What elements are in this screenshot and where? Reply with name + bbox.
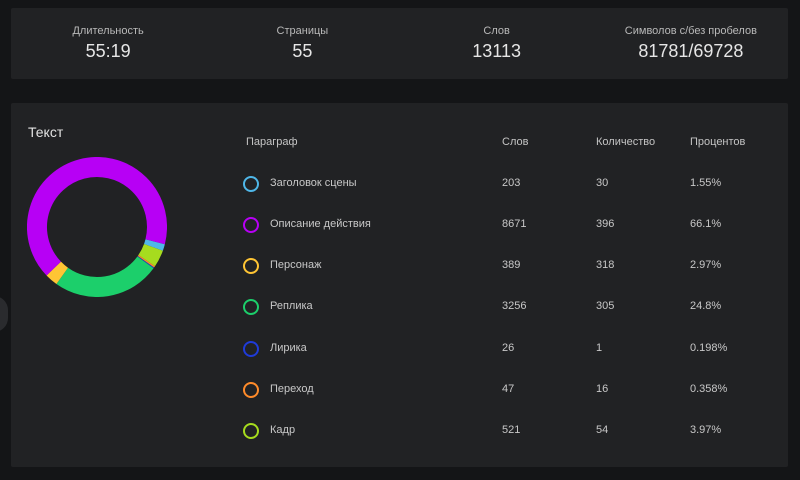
column-header-percent: Процентов [690, 136, 746, 148]
count-value: 396 [596, 218, 615, 230]
color-indicator-icon [243, 382, 259, 398]
words-value: 8671 [502, 218, 527, 230]
paragraph-name: Переход [270, 383, 314, 395]
paragraph-name: Описание действия [270, 218, 371, 230]
stat-label: Слов [483, 25, 510, 37]
side-panel-handle[interactable] [0, 296, 8, 332]
stat-value: 55:19 [85, 41, 131, 61]
words-value: 47 [502, 383, 515, 395]
words-value: 203 [502, 177, 521, 189]
text-statistics-card: Текст [11, 103, 788, 467]
percent-value: 1.55% [690, 177, 722, 189]
words-value: 26 [502, 342, 515, 354]
words-value: 389 [502, 259, 521, 271]
table-row: Реплика 3256 305 24.8% [0, 297, 800, 317]
color-indicator-icon [243, 176, 259, 192]
count-value: 16 [596, 383, 609, 395]
donut-slice [56, 256, 154, 297]
donut-slice [27, 157, 167, 276]
table-row: Персонаж 389 318 2.97% [0, 256, 800, 276]
stat-pages: Страницы 55 [205, 8, 399, 79]
count-value: 1 [596, 342, 603, 354]
stat-label: Длительность [72, 25, 144, 37]
paragraph-name: Кадр [270, 424, 296, 436]
donut-slice [46, 261, 69, 285]
color-indicator-icon [243, 423, 259, 439]
percent-value: 3.97% [690, 424, 722, 436]
percent-value: 0.198% [690, 342, 728, 354]
color-indicator-icon [243, 341, 259, 357]
paragraph-name: Лирика [270, 342, 307, 354]
count-value: 54 [596, 424, 609, 436]
donut-slice [144, 239, 165, 251]
percent-value: 2.97% [690, 259, 722, 271]
color-indicator-icon [243, 299, 259, 315]
percent-value: 66.1% [690, 218, 722, 230]
paragraph-donut-chart [27, 157, 167, 297]
words-value: 521 [502, 424, 521, 436]
column-header-words: Слов [502, 136, 529, 148]
table-row: Переход 47 16 0.358% [0, 380, 800, 400]
donut-slice [138, 243, 163, 267]
stat-duration: Длительность 55:19 [11, 8, 205, 79]
percent-value: 0.358% [690, 383, 728, 395]
donut-slice [137, 255, 155, 268]
column-header-paragraph: Параграф [246, 136, 298, 148]
stat-characters: Символов с/без пробелов 81781/69728 [594, 8, 788, 79]
count-value: 318 [596, 259, 615, 271]
paragraph-name: Реплика [270, 300, 313, 312]
statistics-summary-card: Длительность 55:19 Страницы 55 Слов 1311… [11, 8, 788, 79]
color-indicator-icon [243, 217, 259, 233]
words-value: 3256 [502, 300, 527, 312]
table-row: Описание действия 8671 396 66.1% [0, 215, 800, 235]
column-header-count: Количество [596, 136, 656, 148]
stat-words: Слов 13113 [400, 8, 594, 79]
count-value: 305 [596, 300, 615, 312]
stat-label: Страницы [276, 25, 329, 37]
paragraph-name: Персонаж [270, 259, 322, 271]
stat-value: 81781/69728 [638, 41, 744, 61]
card-title: Текст [28, 124, 64, 140]
stat-value: 13113 [472, 41, 521, 61]
stat-value: 55 [292, 41, 313, 61]
table-row: Кадр 521 54 3.97% [0, 421, 800, 441]
color-indicator-icon [243, 258, 259, 274]
count-value: 30 [596, 177, 609, 189]
paragraph-name: Заголовок сцены [270, 177, 357, 189]
table-row: Заголовок сцены 203 30 1.55% [0, 174, 800, 194]
percent-value: 24.8% [690, 300, 722, 312]
stat-label: Символов с/без пробелов [624, 25, 757, 37]
table-row: Лирика 26 1 0.198% [0, 339, 800, 359]
